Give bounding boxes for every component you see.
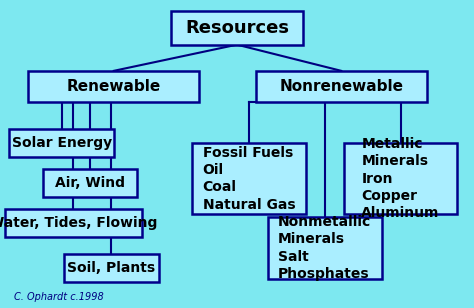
Text: Fossil Fuels
Oil
Coal
Natural Gas: Fossil Fuels Oil Coal Natural Gas [202,146,295,212]
FancyBboxPatch shape [64,254,159,282]
FancyBboxPatch shape [28,71,199,102]
Text: Water, Tides, Flowing: Water, Tides, Flowing [0,216,158,230]
Text: Solar Energy: Solar Energy [11,136,112,150]
Text: C. Ophardt c.1998: C. Ophardt c.1998 [14,292,104,302]
FancyBboxPatch shape [344,143,457,214]
FancyBboxPatch shape [256,71,427,102]
FancyBboxPatch shape [43,169,137,197]
FancyBboxPatch shape [171,11,303,45]
Text: Metallic
Minerals
Iron
Copper
Aluminum: Metallic Minerals Iron Copper Aluminum [361,137,440,220]
Text: Nonrenewable: Nonrenewable [279,79,403,94]
FancyBboxPatch shape [5,209,142,237]
Text: Air, Wind: Air, Wind [55,176,125,190]
Text: Renewable: Renewable [67,79,161,94]
FancyBboxPatch shape [192,143,306,214]
FancyBboxPatch shape [9,129,114,157]
FancyBboxPatch shape [268,217,382,279]
Text: Soil, Plants: Soil, Plants [67,261,155,275]
Text: Resources: Resources [185,19,289,37]
Text: Nonmetallic
Minerals
Salt
Phosphates: Nonmetallic Minerals Salt Phosphates [278,215,371,281]
